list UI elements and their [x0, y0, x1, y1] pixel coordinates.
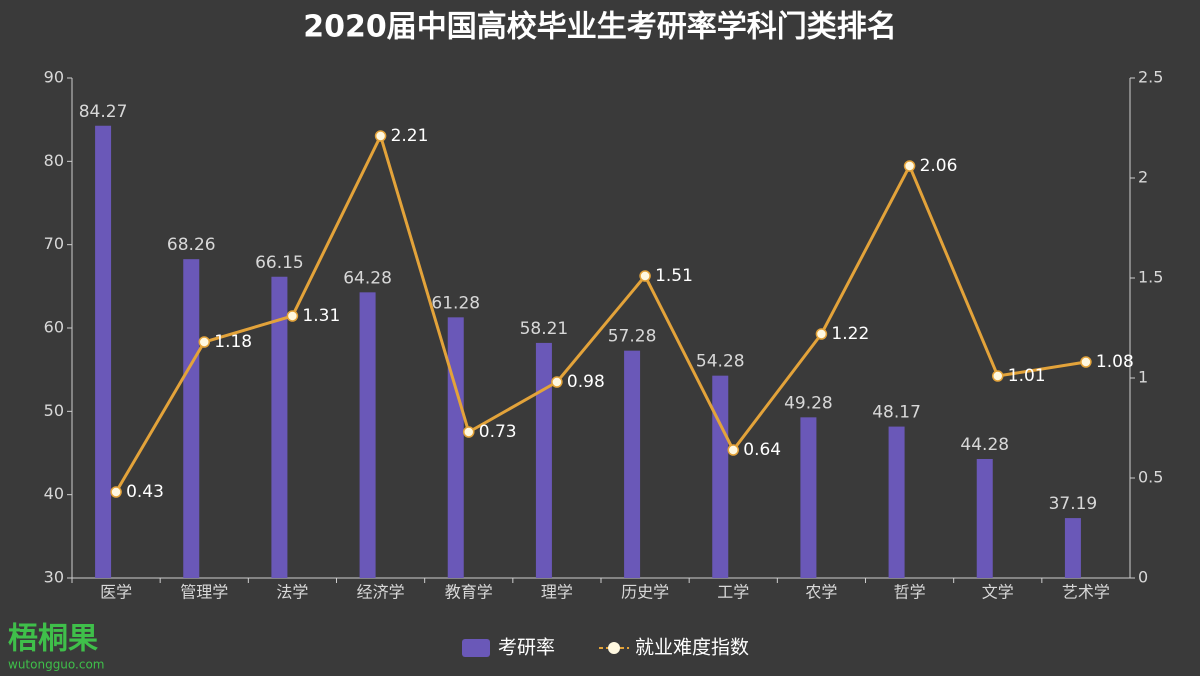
line-value-label: 0.73 [479, 422, 517, 442]
y-tick-label: 50 [44, 401, 64, 420]
watermark-url: wutongguo.com [8, 658, 105, 672]
line-marker [374, 130, 387, 142]
y-tick-label: 60 [44, 318, 64, 337]
bar-value-label: 44.28 [960, 435, 1009, 455]
x-tick-label: 管理学 [180, 583, 228, 602]
line-value-label: 2.06 [920, 156, 958, 176]
y2-tick-label: 0.5 [1138, 468, 1163, 487]
y-tick-label: 70 [44, 234, 64, 253]
x-tick-label: 法学 [276, 583, 308, 602]
bar-value-label: 61.28 [431, 293, 480, 313]
bar [976, 459, 993, 578]
y2-tick-label: 2 [1138, 168, 1148, 187]
chart-title: 2020届中国高校毕业生考研率学科门类排名 [303, 10, 897, 45]
bar-value-label: 68.26 [167, 235, 216, 255]
watermark-brand: 梧桐果 [8, 622, 98, 657]
y-tick-label: 30 [44, 568, 64, 587]
bar [624, 350, 641, 578]
bar [535, 342, 552, 578]
line-value-label: 1.18 [214, 332, 252, 352]
y-tick-label: 80 [44, 151, 64, 170]
legend-label: 就业难度指数 [635, 637, 749, 659]
legend-label: 考研率 [498, 637, 555, 659]
x-tick-label: 历史学 [621, 583, 669, 602]
bar [800, 417, 817, 578]
bar [95, 125, 112, 578]
line-marker [551, 376, 563, 388]
x-tick-label: 工学 [717, 583, 749, 602]
y2-tick-label: 1 [1138, 368, 1148, 387]
x-tick-label: 艺术学 [1062, 583, 1110, 602]
line-marker [903, 160, 916, 172]
line-value-label: 1.51 [655, 266, 693, 286]
bar [359, 292, 376, 578]
x-tick-label: 医学 [100, 583, 132, 602]
line-value-label: 1.08 [1096, 352, 1134, 372]
bar-value-label: 37.19 [1049, 494, 1098, 514]
line-value-label: 0.98 [567, 372, 605, 392]
y-tick-label: 40 [44, 484, 64, 503]
legend-marker [608, 642, 621, 654]
x-tick-label: 文学 [982, 583, 1014, 602]
x-tick-label: 经济学 [357, 583, 405, 602]
x-tick-label: 哲学 [894, 583, 926, 602]
bar [447, 317, 464, 578]
bar-value-label: 66.15 [255, 253, 304, 273]
bar-value-label: 48.17 [872, 403, 921, 423]
bar-value-label: 54.28 [696, 352, 745, 372]
line-marker [727, 444, 739, 456]
line-value-label: 1.22 [831, 324, 869, 344]
line-value-label: 2.21 [391, 126, 429, 146]
line-value-label: 1.31 [302, 306, 340, 326]
bar [1064, 518, 1081, 578]
bar-value-label: 49.28 [784, 393, 833, 413]
x-tick-label: 理学 [541, 583, 573, 602]
y2-tick-label: 2.5 [1138, 68, 1163, 87]
line-value-label: 0.43 [126, 482, 164, 502]
bar-value-label: 57.28 [608, 327, 657, 347]
bar [888, 426, 905, 578]
bar-value-label: 58.21 [520, 319, 569, 339]
x-tick-label: 教育学 [445, 583, 493, 602]
line-marker [639, 270, 651, 282]
line-marker [110, 486, 122, 498]
y2-tick-label: 1.5 [1138, 268, 1163, 287]
line [114, 131, 1087, 493]
x-tick-label: 农学 [805, 583, 837, 602]
bar [271, 276, 288, 578]
y-tick-label: 90 [44, 68, 64, 87]
legend-swatch [462, 639, 490, 657]
bar [183, 259, 200, 578]
y2-tick-label: 0 [1138, 568, 1148, 587]
line-marker [198, 336, 210, 348]
line-marker [463, 426, 475, 438]
line-marker [1080, 356, 1092, 368]
bar-value-label: 64.28 [343, 268, 392, 288]
bar-value-label: 84.27 [79, 102, 128, 122]
line-value-label: 1.01 [1008, 366, 1046, 386]
line-marker [286, 310, 299, 322]
line-marker [992, 370, 1004, 382]
bar [712, 375, 729, 578]
line-marker [815, 328, 828, 340]
line-value-label: 0.64 [743, 440, 781, 460]
